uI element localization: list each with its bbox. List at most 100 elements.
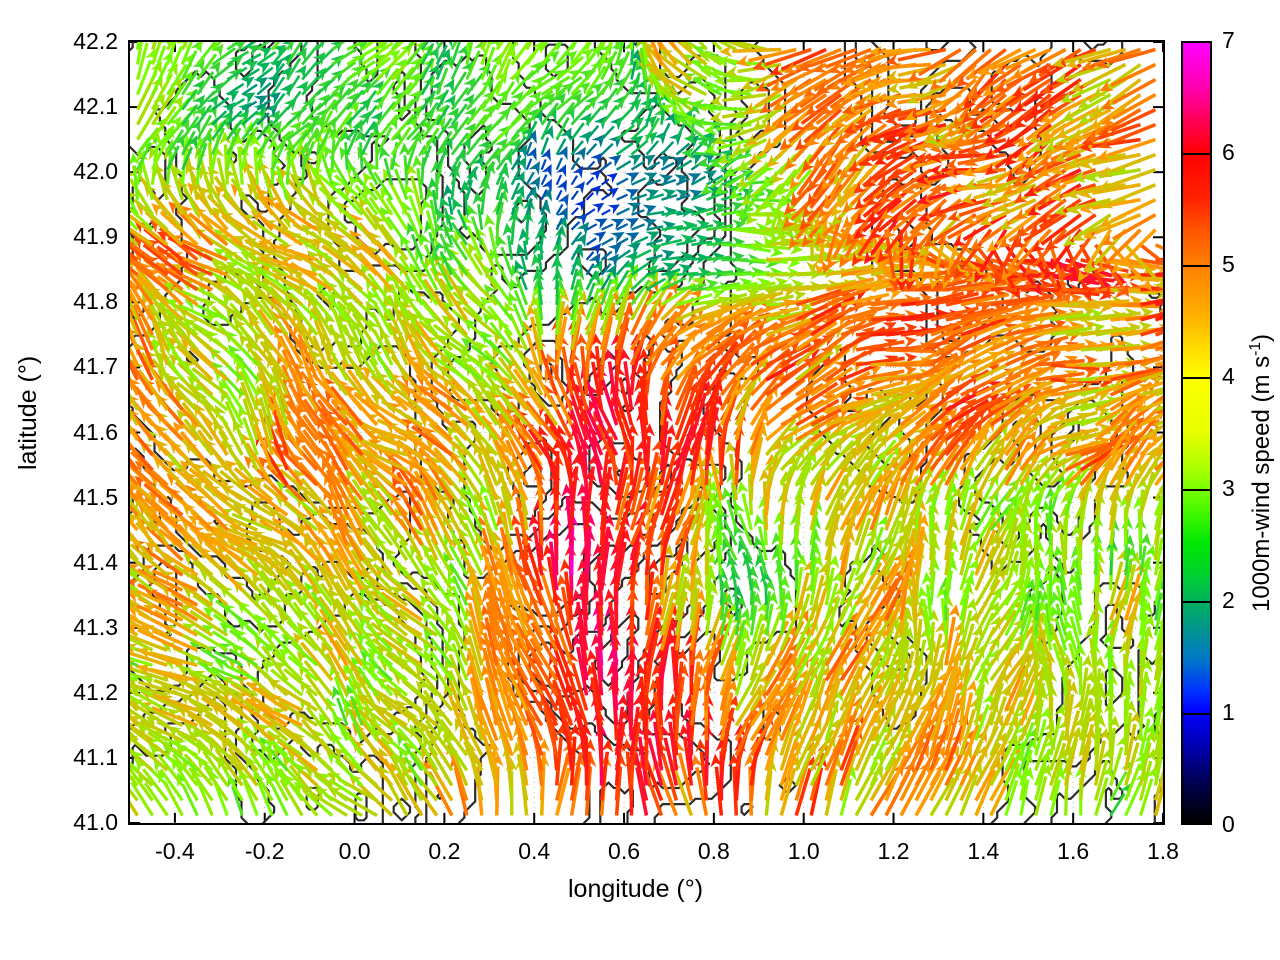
wind-arrow-shaft [196, 738, 229, 772]
wind-arrow-shaft [211, 305, 244, 337]
wind-arrow-head [254, 613, 268, 628]
wind-arrow-shaft [595, 601, 604, 651]
wind-arrow-head [158, 769, 170, 784]
wind-arrow-shaft [422, 689, 454, 727]
wind-arrow-shaft [764, 696, 792, 742]
wind-arrow-shaft [347, 368, 379, 412]
wind-arrow-shaft [338, 340, 364, 381]
wind-arrow-head [528, 513, 541, 528]
wind-arrow-shaft [794, 767, 812, 817]
wind-arrow-shaft [302, 789, 334, 817]
wind-arrow-head [141, 285, 153, 300]
wind-arrow-head [1068, 573, 1080, 587]
wind-arrow-shaft [929, 621, 935, 666]
wind-arrow-shaft [974, 500, 994, 531]
wind-arrow-shaft [554, 752, 571, 801]
wind-arrow-shaft [351, 312, 379, 351]
wind-arrow-shaft [899, 607, 909, 651]
wind-arrow-shaft [870, 372, 920, 382]
wind-arrow-shaft [884, 535, 904, 576]
wind-arrow-shaft [231, 315, 259, 351]
wind-arrow-shaft [130, 532, 139, 547]
wind-arrow-shaft [307, 572, 334, 607]
wind-arrow-shaft [130, 694, 154, 712]
wind-arrow-shaft [1004, 734, 1023, 772]
wind-arrow-shaft [260, 298, 289, 336]
wind-arrow-shaft [245, 343, 274, 381]
wind-arrow-head [152, 338, 166, 353]
wind-arrow-head [458, 469, 470, 485]
wind-arrow-shaft [404, 273, 424, 306]
wind-arrow-head [881, 723, 893, 739]
wind-arrow-shaft [869, 697, 898, 742]
wind-arrow-head [130, 607, 142, 619]
wind-arrow-shaft [915, 338, 960, 367]
wind-arrow-shaft [270, 553, 304, 592]
wind-arrow-head [459, 511, 471, 526]
wind-arrow-shaft [219, 469, 259, 502]
wind-arrow-shaft [855, 369, 905, 382]
wind-arrow-shaft [758, 526, 768, 561]
wind-arrow-shaft [524, 400, 559, 442]
wind-arrow-shaft [376, 418, 423, 442]
wind-arrow-shaft [974, 659, 995, 697]
wind-arrow-shaft [189, 609, 229, 637]
wind-arrow-shaft [959, 428, 990, 471]
wind-arrow-shaft [334, 581, 364, 622]
wind-arrow-shaft [869, 578, 900, 622]
wind-arrow-shaft [809, 630, 830, 667]
wind-arrow-shaft [137, 369, 169, 412]
wind-arrow-shaft [914, 526, 925, 576]
wind-arrow-head [868, 732, 880, 747]
wind-arrow-shaft [329, 385, 364, 427]
wind-arrow-shaft [230, 681, 274, 712]
wind-arrow-shaft [738, 535, 753, 561]
wind-arrow-shaft [240, 381, 259, 426]
wind-arrow-head [316, 446, 329, 461]
wind-arrow-shaft [453, 434, 484, 472]
wind-arrow-head [568, 723, 581, 737]
wind-arrow-shaft [794, 572, 810, 621]
wind-arrow-shaft [914, 363, 957, 397]
wind-arrow-shaft [714, 766, 724, 816]
wind-arrow-shaft [404, 655, 438, 682]
wind-arrow-head [168, 353, 183, 368]
wind-arrow-shaft [749, 683, 780, 727]
wind-arrow-shaft [218, 430, 244, 471]
wind-arrow-shaft [884, 444, 915, 487]
wind-arrow-shaft [149, 651, 198, 668]
wind-arrow-head [345, 468, 358, 483]
wind-arrow-shaft [764, 620, 790, 667]
wind-arrow-shaft [570, 422, 589, 471]
wind-arrow-head [304, 536, 316, 551]
wind-arrow-head [135, 758, 149, 773]
wind-arrow-head [667, 334, 680, 349]
wind-arrow-shaft [1124, 671, 1132, 711]
wind-arrow-shaft [257, 408, 274, 456]
wind-arrow-shaft [869, 544, 888, 576]
wind-arrow-shaft [512, 413, 544, 457]
wind-arrow-shaft [425, 487, 454, 532]
wind-arrow-shaft [704, 504, 715, 546]
wind-arrow-shaft [1064, 710, 1081, 756]
wind-arrow-shaft [660, 338, 691, 381]
wind-arrow-head [710, 753, 723, 768]
wind-arrow-shaft [130, 708, 154, 727]
wind-arrow-head [247, 276, 261, 291]
wind-arrows [130, 42, 1163, 817]
wind-arrow-shaft [429, 573, 454, 607]
wind-arrow-head [1048, 339, 1063, 351]
wind-arrow-shaft [780, 352, 824, 382]
wind-arrow-shaft [659, 572, 675, 621]
wind-arrow-head [517, 563, 529, 578]
wind-arrow-shaft [372, 300, 394, 336]
wind-arrow-head [525, 611, 538, 626]
wind-arrow-shaft [576, 646, 589, 696]
wind-arrow-shaft [130, 687, 139, 697]
wind-arrow-head [218, 729, 232, 743]
wind-arrow-shaft [884, 395, 927, 427]
wind-arrow-shaft [775, 559, 783, 591]
wind-arrow-shaft [130, 713, 139, 727]
wind-arrow-head [933, 745, 946, 760]
wind-arrow-shaft [257, 781, 274, 817]
